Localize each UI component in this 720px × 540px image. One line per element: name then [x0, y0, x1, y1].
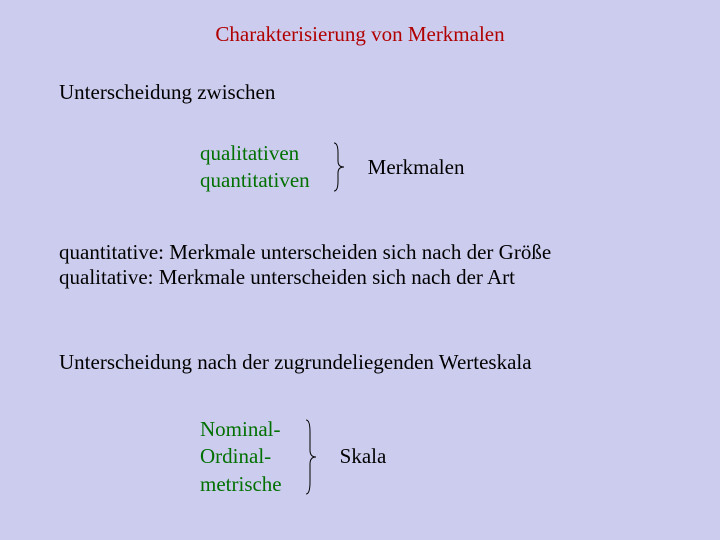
slide-title: Charakterisierung von Merkmalen: [0, 22, 720, 47]
curly-bracket-icon: [332, 141, 346, 193]
merkmale-label: Merkmalen: [368, 155, 465, 180]
desc-quantitative: quantitative: Merkmale unterscheiden sic…: [59, 240, 551, 265]
group-skala: Nominal- Ordinal- metrische Skala: [200, 416, 386, 498]
desc-qualitative: qualitative: Merkmale unterscheiden sich…: [59, 265, 551, 290]
curly-bracket-icon: [304, 418, 318, 496]
group-merkmale: qualitativen quantitativen Merkmalen: [200, 140, 464, 195]
skala-label: Skala: [340, 444, 387, 469]
merkmale-type-quantitativ: quantitativen: [200, 167, 310, 194]
merkmale-type-qualitativ: qualitativen: [200, 140, 310, 167]
skala-type-ordinal: Ordinal-: [200, 443, 282, 470]
section2-heading: Unterscheidung nach der zugrundeliegende…: [59, 350, 532, 375]
slide: Charakterisierung von Merkmalen Untersch…: [0, 0, 720, 540]
skala-type-nominal: Nominal-: [200, 416, 282, 443]
section1-heading: Unterscheidung zwischen: [59, 80, 275, 105]
description-block: quantitative: Merkmale unterscheiden sic…: [59, 240, 551, 290]
skala-type-metrisch: metrische: [200, 471, 282, 498]
